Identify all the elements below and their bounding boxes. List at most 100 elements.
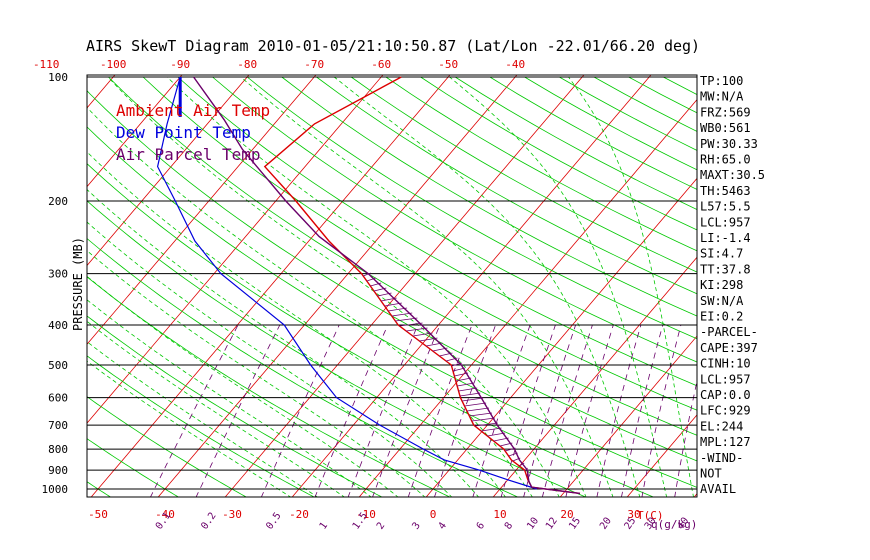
dry-adiabat-line xyxy=(87,438,180,497)
cape-hatch-line xyxy=(526,472,529,477)
bottom-temp-tick-label: -20 xyxy=(289,508,309,521)
index-line: FRZ:569 xyxy=(700,105,751,119)
cape-hatch-line xyxy=(458,387,478,392)
cape-hatch-line xyxy=(464,402,487,407)
bottom-temp-tick-label: -30 xyxy=(222,508,242,521)
moist-adiabat-line xyxy=(87,299,372,497)
moist-adiabat-line xyxy=(87,151,506,497)
top-temp-tick-label: -50 xyxy=(438,58,458,71)
moist-adiabat-line xyxy=(87,221,453,497)
isotherm-line xyxy=(425,177,697,497)
mixing-ratio-line xyxy=(596,324,642,497)
series-line xyxy=(156,76,538,490)
pressure-tick-label: 100 xyxy=(48,71,68,84)
mixing-ratio-line xyxy=(372,324,441,497)
dry-adiabat-line xyxy=(212,76,697,363)
cape-hatch-line xyxy=(505,447,516,452)
mixing-ratio-line xyxy=(641,324,682,497)
index-line: MW:N/A xyxy=(700,90,744,104)
moist-adiabat-line xyxy=(449,76,668,497)
cape-hatch-line xyxy=(487,432,506,437)
isotherm-line xyxy=(828,68,870,498)
plot-frame xyxy=(86,74,698,498)
index-line: -PARCEL- xyxy=(700,325,758,339)
dry-adiabat-line xyxy=(0,77,44,498)
index-line: RH:65.0 xyxy=(700,153,751,167)
index-line: LFC:929 xyxy=(700,404,751,418)
dry-adiabat-line xyxy=(87,355,315,497)
cape-hatch-line xyxy=(481,427,502,432)
pressure-tick-label: 800 xyxy=(48,443,68,456)
mixing-ratio-tick-label: 1 xyxy=(318,520,330,531)
index-line: TP:100 xyxy=(700,74,743,88)
cape-hatch-line xyxy=(412,332,433,337)
isotherm-line xyxy=(90,75,451,497)
mixing-ratio-tick-label: 2 xyxy=(375,520,387,531)
cape-hatch-line xyxy=(471,417,495,422)
index-line: LCL:957 xyxy=(700,215,751,229)
index-line: -WIND- xyxy=(700,451,743,465)
legend: Ambient Air Temp Dew Point Temp Air Parc… xyxy=(116,101,270,164)
index-line: AVAIL xyxy=(700,482,736,496)
dry-adiabat-line xyxy=(87,200,587,497)
pressure-tick-label: 600 xyxy=(48,392,68,405)
isotherm-line xyxy=(87,75,250,267)
mixing-ratio-tick-label: 20 xyxy=(598,516,614,532)
plot-border xyxy=(86,74,698,498)
isobars: 100 200 300 400 500 600 700 800 900 1000 xyxy=(42,71,697,496)
cape-hatch-line xyxy=(451,362,463,367)
cape-hatch-line xyxy=(462,397,484,402)
mixing-ratio-line xyxy=(565,324,614,497)
dry-adiabat-line xyxy=(87,126,697,488)
mixing-ratio-tick-label: 0.2 xyxy=(199,511,218,532)
dry-adiabat-line xyxy=(142,76,697,411)
cape-hatch-line xyxy=(454,372,469,377)
bottom-temp-tick-label: -10 xyxy=(356,508,376,521)
axis-labels: -120-110-100-90-80-70-60-50-40-50-40-30-… xyxy=(33,58,692,532)
cape-hatch-line xyxy=(432,347,448,352)
temp-axis-unit: T(C) xyxy=(637,509,664,522)
cape-hatch-line xyxy=(439,352,453,357)
mixing-ratio-line xyxy=(314,324,389,497)
dry-adiabat-line xyxy=(87,315,383,497)
index-line: TT:37.8 xyxy=(700,262,751,276)
top-temp-tick-label: -70 xyxy=(304,58,324,71)
index-line: CINH:10 xyxy=(700,357,751,371)
mixing-ratio-line xyxy=(541,324,593,497)
moist-adiabat-line xyxy=(87,106,533,497)
cape-hatch-line xyxy=(519,462,525,467)
bottom-temp-tick-label: -40 xyxy=(155,508,175,521)
cape-hatch-line xyxy=(426,342,443,347)
dry-adiabat-line xyxy=(316,76,697,295)
top-temp-tick-label: -80 xyxy=(237,58,257,71)
cape-hatch-line xyxy=(370,282,382,287)
dry-adiabat-line xyxy=(246,76,697,340)
dry-adiabat-line xyxy=(281,76,697,317)
mixing-ratio-tick-label: 12 xyxy=(544,516,560,532)
cape-hatch-line xyxy=(406,327,428,332)
background-grid xyxy=(0,68,870,498)
mixing-ratio-line xyxy=(621,324,664,497)
isotherm-line xyxy=(291,75,652,497)
cape-hatch-line xyxy=(366,277,377,282)
top-temp-tick-label: -90 xyxy=(170,58,190,71)
isotherm-line xyxy=(0,68,54,498)
dry-adiabat-line xyxy=(350,76,697,273)
cape-hatch-line xyxy=(452,367,466,372)
index-line: EL:244 xyxy=(700,419,743,433)
pressure-tick-label: 500 xyxy=(48,359,68,372)
mixing-ratio-line xyxy=(407,324,473,497)
series-line xyxy=(263,76,581,495)
index-line: MPL:127 xyxy=(700,435,751,449)
legend-ambient: Ambient Air Temp xyxy=(116,101,270,120)
cape-hatch-line xyxy=(474,422,498,427)
mixing-ratio-line xyxy=(500,324,556,497)
mixing-ratio-tick-label: 0.5 xyxy=(264,511,283,532)
cape-hatch-line xyxy=(459,392,481,397)
top-temp-tick-label: -60 xyxy=(371,58,391,71)
mixing-ratio-line xyxy=(150,324,239,497)
isotherm-line xyxy=(358,98,697,497)
cape-hatch-line xyxy=(380,297,397,302)
cape-hatch-line xyxy=(373,287,387,292)
cape-hatch-line xyxy=(493,437,509,442)
